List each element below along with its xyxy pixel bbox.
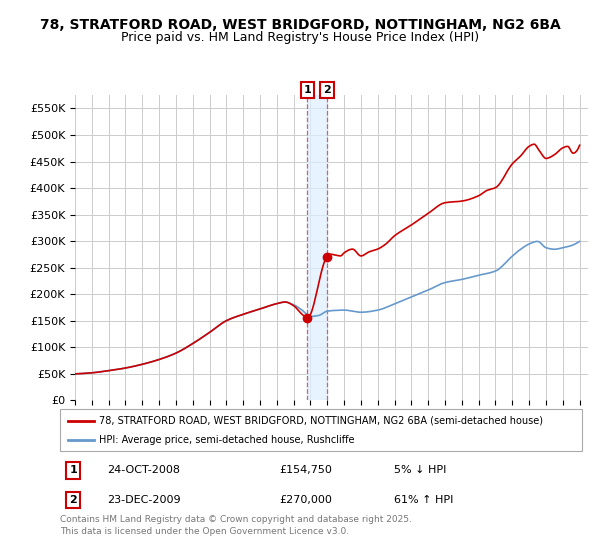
Text: £270,000: £270,000 [279, 495, 332, 505]
Text: 24-OCT-2008: 24-OCT-2008 [107, 465, 180, 475]
Text: HPI: Average price, semi-detached house, Rushcliffe: HPI: Average price, semi-detached house,… [99, 435, 355, 445]
Text: Price paid vs. HM Land Registry's House Price Index (HPI): Price paid vs. HM Land Registry's House … [121, 31, 479, 44]
Text: 23-DEC-2009: 23-DEC-2009 [107, 495, 181, 505]
Text: 2: 2 [323, 85, 331, 95]
Text: 2: 2 [70, 495, 77, 505]
Text: 78, STRATFORD ROAD, WEST BRIDGFORD, NOTTINGHAM, NG2 6BA (semi-detached house): 78, STRATFORD ROAD, WEST BRIDGFORD, NOTT… [99, 416, 543, 426]
Text: Contains HM Land Registry data © Crown copyright and database right 2025.
This d: Contains HM Land Registry data © Crown c… [60, 515, 412, 536]
Text: 61% ↑ HPI: 61% ↑ HPI [394, 495, 454, 505]
Text: 1: 1 [70, 465, 77, 475]
Text: 1: 1 [304, 85, 311, 95]
Text: £154,750: £154,750 [279, 465, 332, 475]
Text: 5% ↓ HPI: 5% ↓ HPI [394, 465, 446, 475]
Text: 78, STRATFORD ROAD, WEST BRIDGFORD, NOTTINGHAM, NG2 6BA: 78, STRATFORD ROAD, WEST BRIDGFORD, NOTT… [40, 18, 560, 32]
Bar [307, 95, 327, 400]
